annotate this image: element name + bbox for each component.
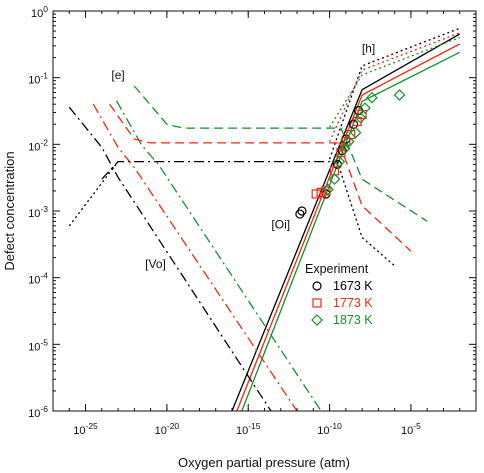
data-point-1873-1 (328, 173, 341, 186)
legend-marker-1773 (312, 298, 322, 308)
y-tick-label-6: 100 (31, 4, 48, 20)
data-point-1873-5 (349, 126, 362, 139)
series-line-oi-1673-0 (231, 33, 461, 411)
data-point-1873-7 (359, 102, 371, 114)
legend-label-1673: 1673 K (333, 279, 373, 293)
series-line-e-1773-12 (109, 103, 340, 144)
series-line-oi-1773-1 (236, 43, 461, 411)
data-point-1873-6 (354, 111, 367, 124)
y-tick-label-0: 10-6 (28, 404, 48, 420)
y-tick-label-5: 10-1 (28, 71, 48, 87)
series-line-vo-1673-7 (68, 106, 272, 411)
x-tick-label-0: 10-25 (73, 421, 98, 437)
annotation-layer: [e] [h] [Vo] [Oi] (111, 41, 375, 271)
legend-label-1873: 1873 K (333, 313, 373, 327)
data-point-1873-8 (366, 91, 378, 104)
series-line-vo-1773-8 (92, 103, 298, 411)
legend: Experiment 1673 K 1773 K 1873 K (305, 262, 373, 327)
annotation-0: [e] (111, 68, 124, 82)
data-point-1873-2 (333, 155, 346, 168)
legend-marker-1873 (311, 314, 323, 326)
data-point-1873-0 (322, 183, 334, 196)
legend-marker-1673 (312, 281, 322, 291)
x-tick-label-4: 10-5 (401, 421, 421, 437)
data-point-1673-1 (297, 206, 307, 216)
series-line-h-1773-4 (329, 32, 460, 142)
x-tick-label-2: 10-15 (236, 421, 261, 437)
series-line-h-1673-3 (328, 27, 460, 160)
series-line-e-1873-14 (133, 85, 341, 129)
x-tick-label-1: 10-20 (155, 421, 180, 437)
series-layer (68, 27, 461, 411)
y-axis-title: Defect concentration (2, 151, 17, 270)
series-line-e-1773-13 (338, 142, 412, 252)
annotation-1: [h] (362, 41, 375, 55)
series-line-oi-1873-2 (241, 51, 460, 411)
legend-label-1773: 1773 K (333, 296, 373, 310)
legend-title: Experiment (305, 262, 369, 276)
series-line-e-1673-10 (101, 160, 338, 180)
series-line-h-1873-5 (329, 36, 460, 128)
data-point-1773-0 (311, 189, 321, 199)
data-point-1873-9 (393, 89, 406, 101)
annotation-2: [Vo] (145, 257, 166, 271)
y-tick-label-1: 10-5 (28, 337, 48, 353)
data-point-1873-4 (342, 135, 355, 148)
series-line-h-1673-6 (68, 161, 119, 227)
annotation-3: [Oi] (271, 217, 290, 231)
y-tick-label-2: 10-4 (28, 271, 48, 287)
y-tick-label-3: 10-3 (28, 204, 48, 220)
series-line-vo-1873-9 (115, 100, 322, 411)
labels-layer: 10-25 10-20 10-15 10-10 10-5 10-6 10-5 10-4 10-3… (28, 4, 421, 437)
ticks-layer (52, 10, 477, 412)
marker-layer (295, 89, 406, 219)
x-axis-title: Oxygen partial pressure (atm) (178, 455, 350, 470)
series-line-e-1673-11 (336, 161, 396, 267)
y-tick-label-4: 10-2 (28, 137, 48, 153)
x-tick-label-3: 10-10 (317, 421, 342, 437)
data-point-1873-3 (338, 143, 351, 155)
